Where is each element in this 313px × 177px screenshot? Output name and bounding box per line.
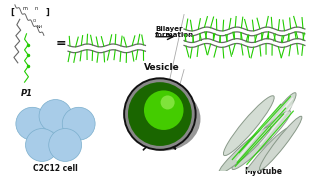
Circle shape [49, 129, 82, 161]
Text: [: [ [10, 8, 14, 17]
Text: O: O [33, 19, 36, 23]
Text: formation: formation [155, 32, 194, 38]
Text: Bilayer: Bilayer [155, 26, 182, 32]
Ellipse shape [219, 126, 271, 173]
Text: ]: ] [46, 8, 50, 17]
Circle shape [128, 82, 192, 146]
Ellipse shape [252, 93, 296, 155]
Ellipse shape [127, 87, 201, 151]
Ellipse shape [241, 127, 291, 177]
Ellipse shape [223, 96, 274, 156]
Text: P1: P1 [20, 89, 33, 98]
Text: =: = [56, 37, 67, 50]
Text: C2C12 cell: C2C12 cell [33, 164, 78, 173]
Text: Myotube: Myotube [244, 167, 282, 176]
Ellipse shape [232, 111, 291, 170]
Circle shape [62, 107, 95, 140]
Circle shape [123, 77, 197, 151]
Circle shape [161, 95, 175, 109]
Circle shape [26, 129, 59, 161]
Text: m: m [22, 6, 27, 11]
Circle shape [16, 107, 49, 140]
Circle shape [144, 90, 183, 130]
Text: n: n [35, 6, 38, 11]
Circle shape [125, 79, 195, 149]
Ellipse shape [259, 116, 302, 170]
Text: NH: NH [37, 25, 43, 29]
Text: Vesicle: Vesicle [144, 64, 180, 73]
Circle shape [39, 99, 72, 132]
